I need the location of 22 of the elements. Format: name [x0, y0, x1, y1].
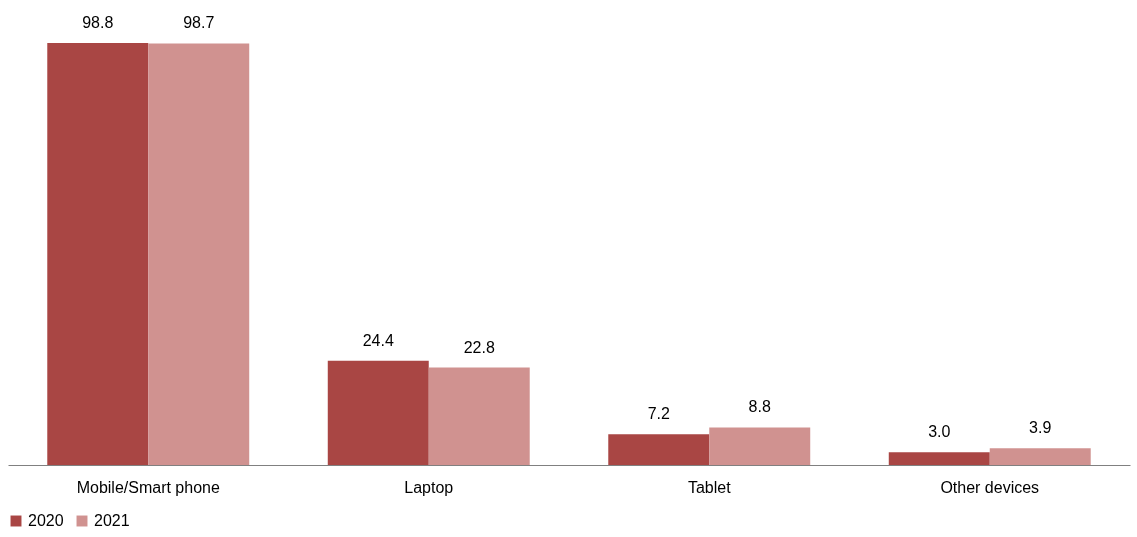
data-label: 24.4 [362, 331, 394, 349]
data-label: 3.0 [928, 423, 951, 441]
data-label: 98.7 [183, 14, 215, 32]
x-tick-label: Other devices [940, 478, 1040, 496]
bar [428, 367, 530, 465]
bar [148, 43, 250, 465]
bar [608, 434, 710, 465]
data-label: 7.2 [647, 405, 670, 423]
bar [989, 448, 1091, 465]
legend-label: 2021 [94, 512, 130, 529]
legend-label: 2020 [28, 512, 64, 529]
bar [709, 427, 811, 465]
data-label: 3.9 [1029, 419, 1052, 437]
data-label: 22.8 [463, 338, 495, 356]
x-tick-label: Tablet [687, 478, 732, 496]
bar [888, 452, 990, 465]
bar [47, 43, 149, 465]
data-label: 8.8 [748, 398, 771, 416]
x-tick-label: Mobile/Smart phone [76, 478, 220, 496]
x-tick-label: Laptop [404, 478, 454, 496]
bar [327, 360, 429, 465]
data-label: 98.8 [82, 14, 114, 31]
